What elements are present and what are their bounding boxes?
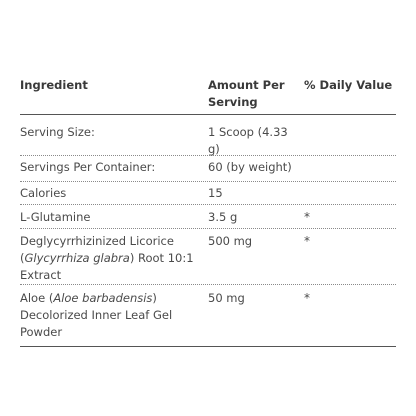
table-row-aloe: Aloe (Aloe barbadensis) Decolorized Inne… [20, 285, 396, 347]
ingredient-amount: 50 mg [208, 291, 245, 305]
table-row-l-glutamine: L-Glutamine 3.5 g * [20, 205, 396, 229]
ingredient-name: Aloe (Aloe barbadensis) Decolorized Inne… [20, 285, 208, 346]
ingredient-latin-name: Glycyrrhiza glabra [24, 251, 130, 265]
supplement-facts-table: Ingredient Amount Per Serving % Daily Va… [20, 72, 396, 347]
table-header-row: Ingredient Amount Per Serving % Daily Va… [20, 72, 396, 115]
ingredient-latin-name: Aloe barbadensis [53, 291, 153, 305]
header-ingredient: Ingredient [20, 78, 88, 92]
ingredient-amount: 3.5 g [208, 210, 238, 224]
ingredient-name-suffix: ) Root 10:1 Extract [20, 251, 194, 282]
ingredient-name: L-Glutamine [20, 210, 91, 224]
ingredient-daily-value [304, 182, 396, 204]
ingredient-name: Servings Per Container: [20, 160, 156, 174]
ingredient-name-prefix: Aloe ( [20, 291, 54, 305]
ingredient-amount: 1 Scoop (4.33 g) [208, 125, 288, 156]
header-amount-per-serving: Amount Per Serving [208, 78, 285, 109]
ingredient-name: Calories [20, 186, 67, 200]
header-daily-value: % Daily Value [304, 78, 393, 92]
ingredient-amount: 60 (by weight) [208, 160, 292, 174]
table-row-licorice: Deglycyrrhizinized Licorice (Glycyrrhiza… [20, 229, 396, 285]
ingredient-name-suffix: ) Decolorized Inner Leaf Gel Powder [20, 291, 173, 339]
ingredient-daily-value: * [304, 234, 310, 248]
ingredient-amount: 15 [208, 186, 223, 200]
ingredient-name: Serving Size: [20, 125, 95, 139]
ingredient-daily-value [304, 118, 396, 155]
ingredient-daily-value [304, 156, 396, 181]
ingredient-daily-value: * [304, 291, 310, 305]
ingredient-name-prefix: Deglycyrrhizinized Licorice ( [20, 234, 174, 265]
table-row-calories: Calories 15 [20, 182, 396, 205]
ingredient-amount: 500 mg [208, 234, 253, 248]
ingredient-daily-value: * [304, 210, 310, 224]
ingredient-name: Deglycyrrhizinized Licorice (Glycyrrhiza… [20, 229, 208, 284]
table-row-serving-size: Serving Size: 1 Scoop (4.33 g) [20, 115, 396, 156]
table-row-servings-per-container: Servings Per Container: 60 (by weight) [20, 156, 396, 182]
